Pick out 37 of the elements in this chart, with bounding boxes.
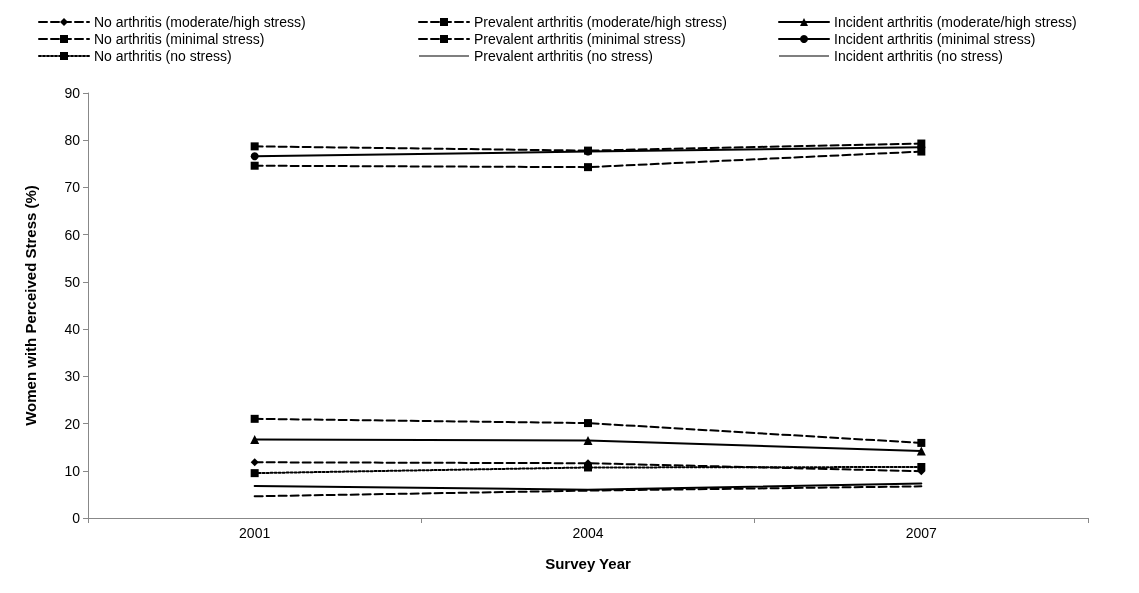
y-tick-label: 90 (64, 85, 81, 101)
x-tick-label: 2004 (572, 525, 604, 541)
point (250, 142, 259, 151)
y-tick-label: 10 (64, 462, 81, 479)
point (250, 414, 259, 423)
point (584, 463, 592, 472)
legend-label: No arthritis (moderate/high stress) (94, 14, 306, 30)
point (250, 458, 259, 467)
y-tick-label: 20 (64, 415, 81, 432)
x-axis-title: Survey Year (545, 555, 631, 572)
legend-label: No arthritis (no stress) (94, 48, 232, 64)
legend-label: Prevalent arthritis (minimal stress) (474, 31, 686, 47)
y-tick-label: 0 (72, 510, 81, 526)
y-tick-label: 60 (64, 226, 81, 243)
legend-label: Incident arthritis (minimal stress) (834, 31, 1036, 47)
legend-label: No arthritis (minimal stress) (94, 31, 265, 47)
y-tick-label: 40 (64, 321, 81, 338)
point (584, 419, 592, 428)
legend-label: Incident arthritis (no stress) (834, 48, 1003, 64)
point (584, 163, 592, 172)
point (250, 435, 260, 445)
x-tick-label: 2007 (905, 525, 938, 541)
point (917, 463, 926, 471)
y-axis-title: Women with Perceived Stress (%) (22, 185, 39, 426)
y-tick-label: 50 (64, 273, 81, 290)
y-tick-label: 30 (64, 368, 81, 385)
point (583, 436, 593, 446)
y-tick-label: 70 (64, 179, 81, 196)
point (250, 152, 259, 161)
legend-label: Prevalent arthritis (no stress) (474, 48, 653, 64)
point (250, 161, 259, 170)
point (917, 438, 926, 447)
y-tick-label: 80 (64, 132, 81, 149)
legend-label: Incident arthritis (moderate/high stress) (834, 14, 1077, 30)
legend-label: Prevalent arthritis (moderate/high stress) (474, 14, 727, 30)
point (250, 469, 259, 478)
x-tick-label: 2001 (239, 525, 271, 541)
